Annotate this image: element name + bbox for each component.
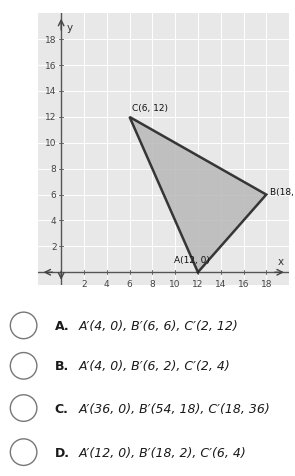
Text: 18: 18 — [45, 36, 57, 45]
Text: A′(4, 0), B′(6, 6), C′(2, 12): A′(4, 0), B′(6, 6), C′(2, 12) — [78, 319, 238, 332]
Text: 18: 18 — [260, 279, 272, 288]
Text: C(6, 12): C(6, 12) — [132, 103, 168, 112]
Text: A.: A. — [55, 319, 69, 332]
Text: 8: 8 — [51, 165, 57, 174]
Text: A(12, 0): A(12, 0) — [174, 256, 210, 265]
Text: B(18, 6): B(18, 6) — [270, 188, 295, 197]
Text: 12: 12 — [45, 113, 57, 122]
Polygon shape — [130, 118, 266, 273]
Text: A′(36, 0), B′(54, 18), C′(18, 36): A′(36, 0), B′(54, 18), C′(18, 36) — [78, 402, 270, 415]
Text: A′(4, 0), B′(6, 2), C′(2, 4): A′(4, 0), B′(6, 2), C′(2, 4) — [78, 359, 230, 373]
Text: 6: 6 — [51, 191, 57, 199]
Text: 6: 6 — [127, 279, 132, 288]
Text: 16: 16 — [238, 279, 249, 288]
Text: 4: 4 — [104, 279, 109, 288]
Text: 2: 2 — [81, 279, 87, 288]
Text: x: x — [277, 256, 283, 266]
Text: D.: D. — [55, 446, 70, 459]
Text: y: y — [67, 23, 73, 33]
Text: 2: 2 — [51, 242, 57, 251]
Text: 14: 14 — [215, 279, 226, 288]
Text: B.: B. — [55, 359, 69, 373]
Text: C.: C. — [55, 402, 68, 415]
Text: A′(12, 0), B′(18, 2), C′(6, 4): A′(12, 0), B′(18, 2), C′(6, 4) — [78, 446, 246, 459]
Text: 4: 4 — [51, 217, 57, 226]
Text: 16: 16 — [45, 61, 57, 70]
Text: 10: 10 — [169, 279, 181, 288]
Text: 10: 10 — [45, 139, 57, 148]
Text: 8: 8 — [150, 279, 155, 288]
Text: 14: 14 — [45, 87, 57, 96]
Text: 12: 12 — [192, 279, 204, 288]
